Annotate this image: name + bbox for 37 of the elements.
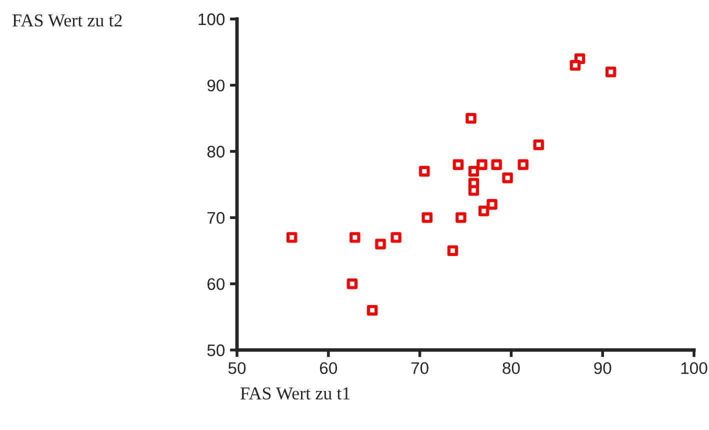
point: [502, 172, 513, 184]
x-tick-label: 100: [681, 362, 708, 374]
point: [452, 159, 464, 170]
point: [447, 245, 458, 256]
point: [468, 166, 480, 177]
y-axis-title: FAS Wert zu t2: [12, 14, 122, 27]
point: [466, 112, 476, 124]
point: [456, 212, 466, 223]
point: [366, 304, 378, 316]
point: [375, 238, 386, 250]
point: [286, 232, 298, 243]
point: [390, 232, 402, 243]
x-tick-label: 80: [502, 362, 520, 374]
point: [419, 166, 430, 177]
point: [350, 232, 360, 243]
point: [491, 159, 502, 170]
y-tick-label: 50: [207, 344, 225, 356]
point: [346, 278, 358, 290]
point: [570, 60, 581, 71]
x-tick-label: 70: [411, 362, 428, 374]
point: [533, 139, 544, 150]
x-tick-label: 60: [320, 362, 338, 374]
y-tick-label: 80: [207, 146, 225, 158]
point: [486, 199, 498, 210]
x-tick-label: 90: [594, 362, 612, 374]
point: [476, 159, 488, 170]
point: [605, 66, 616, 78]
x-tick-label: 50: [228, 362, 246, 374]
point: [478, 206, 490, 216]
point: [422, 212, 432, 223]
y-tick-label: 60: [208, 278, 225, 290]
point: [518, 159, 528, 170]
point: [468, 185, 480, 196]
y-tick-label: 100: [198, 13, 225, 26]
x-axis-title: FAS Wert zu t1: [240, 387, 350, 400]
y-tick-label: 70: [208, 212, 225, 224]
y-tick-label: 90: [207, 80, 225, 92]
